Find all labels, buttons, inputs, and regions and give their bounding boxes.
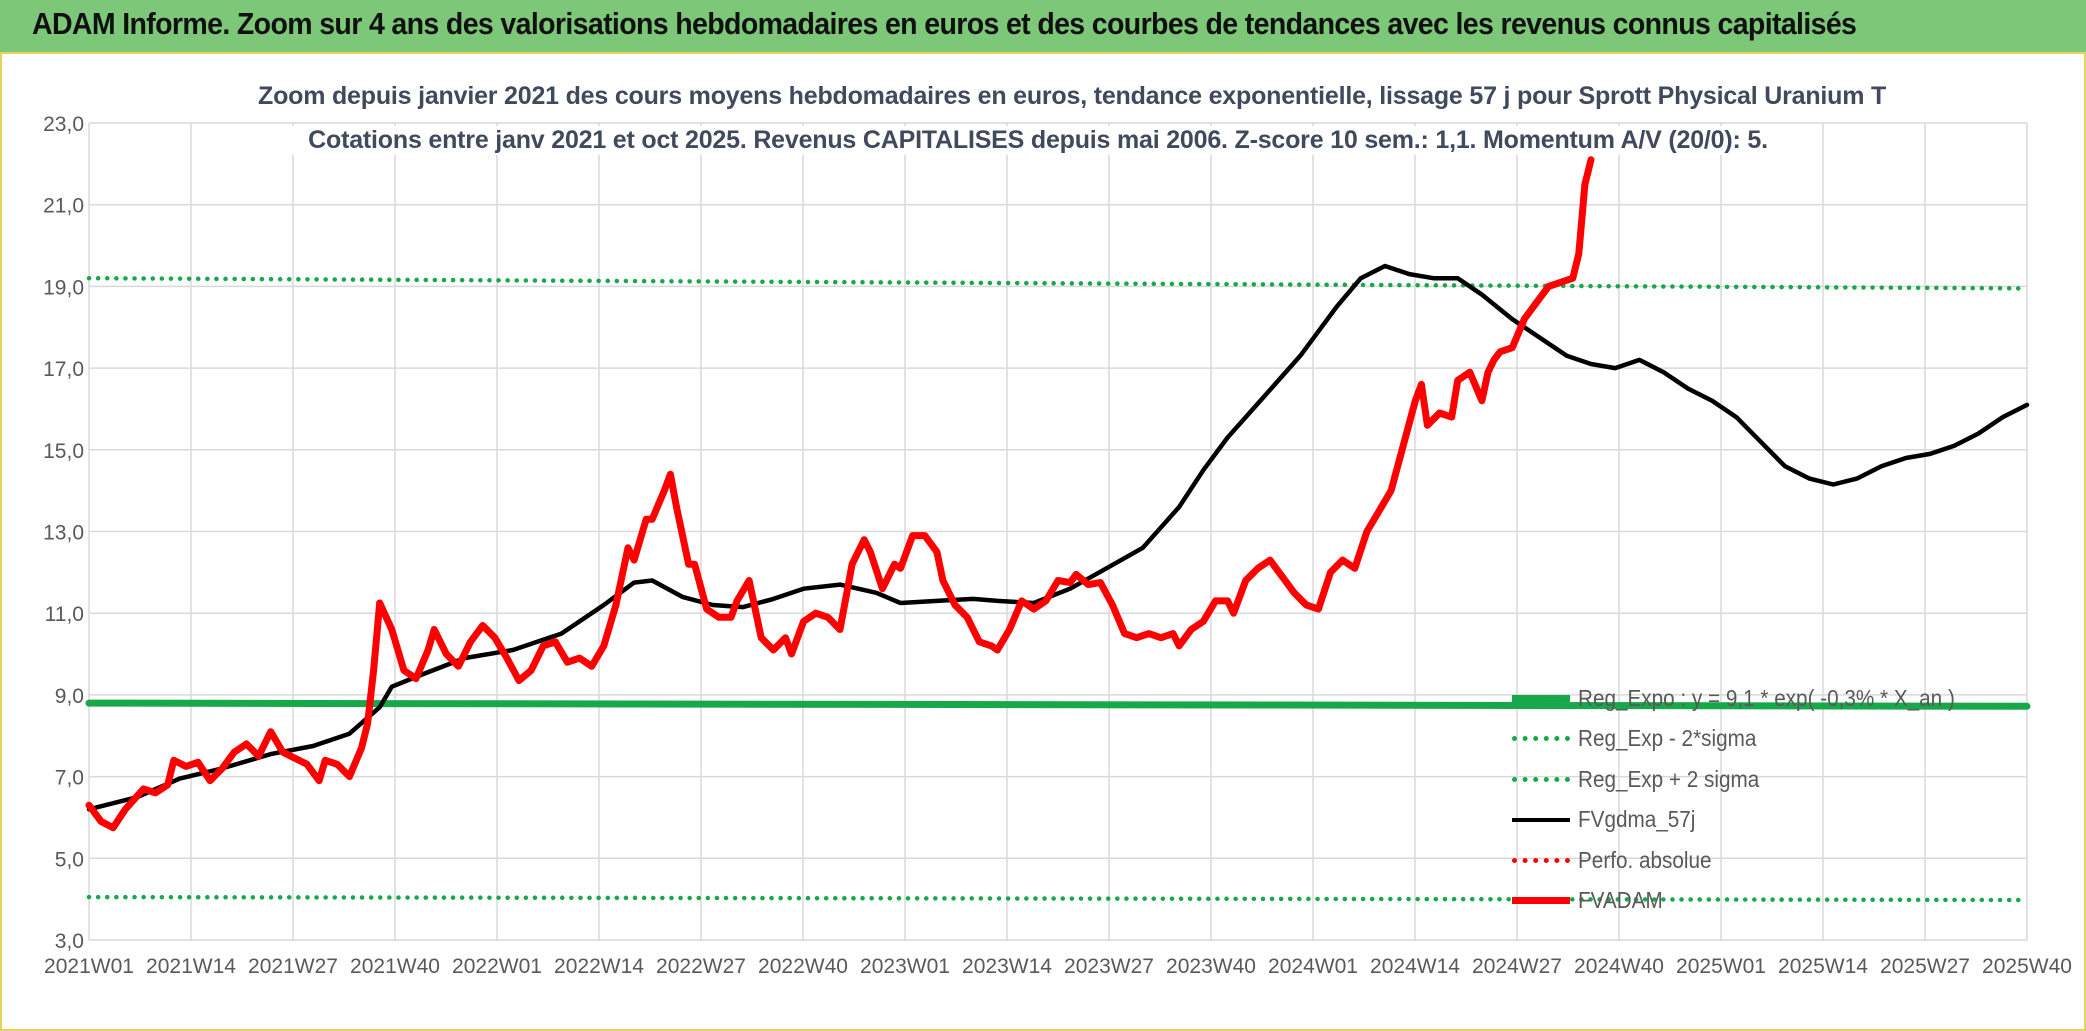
series-fvgdma-57j: [86, 263, 2030, 812]
y-tick-label: 19,0: [43, 276, 84, 299]
legend-swatch: [1512, 736, 1570, 742]
line-chart: 3,0 5,0 7,0 9,0 11,0 13,0 15,0 17,0 19,0 21,0 23,0…: [43, 113, 2072, 978]
axis-labels: 3,0 5,0 7,0 9,0 11,0 13,0 15,0 17,0 19,0 21,0 23,0…: [43, 113, 2072, 978]
x-tick-label: 2025W40: [1982, 955, 2072, 978]
legend-label: Perfo. absolue: [1578, 846, 1712, 873]
legend-label: Reg_Exp + 2 sigma: [1578, 765, 1760, 792]
y-tick-label: 13,0: [43, 522, 84, 545]
legend-swatch: [1512, 776, 1570, 782]
x-tick-label: 2022W14: [554, 955, 644, 978]
series-reg-expo-y-9-1-exp-0-3-x-an: [85, 699, 2031, 710]
grid: [88, 122, 2028, 941]
legend-swatch: [1512, 857, 1570, 863]
legend-item: Perfo. absolue: [1512, 840, 2012, 881]
legend-label: FVgdma_57j: [1578, 806, 1696, 833]
x-tick-label: 2024W40: [1574, 955, 1664, 978]
x-tick-label: 2022W40: [758, 955, 848, 978]
x-tick-label: 2023W01: [860, 955, 950, 978]
y-tick-label: 9,0: [55, 685, 84, 708]
x-tick-label: 2022W01: [452, 955, 542, 978]
legend-item: Reg_Expo : y = 9,1 * exp( -0,3% * X_an ): [1512, 678, 2012, 719]
x-tick-label: 2024W27: [1472, 955, 1562, 978]
chart-title-line-2: Cotations entre janv 2021 et oct 2025. R…: [258, 126, 1818, 155]
chart-legend: Reg_Expo : y = 9,1 * exp( -0,3% * X_an )…: [1512, 678, 2012, 921]
legend-label: Reg_Exp - 2*sigma: [1578, 725, 1757, 752]
x-tick-label: 2024W01: [1268, 955, 1358, 978]
y-tick-label: 5,0: [55, 848, 84, 871]
legend-label: FVADAM: [1578, 887, 1663, 914]
x-tick-label: 2021W27: [248, 955, 338, 978]
x-tick-label: 2025W01: [1676, 955, 1766, 978]
legend-item: Reg_Exp + 2 sigma: [1512, 759, 2012, 800]
y-tick-label: 15,0: [43, 440, 84, 463]
x-tick-label: 2023W14: [962, 955, 1052, 978]
legend-swatch: [1512, 897, 1570, 905]
y-tick-label: 17,0: [43, 358, 84, 381]
x-tick-label: 2021W14: [146, 955, 236, 978]
x-tick-label: 2022W27: [656, 955, 746, 978]
y-tick-label: 7,0: [55, 767, 84, 790]
y-tick-label: 3,0: [55, 930, 84, 953]
banner-title: ADAM Informe. Zoom sur 4 ans des valoris…: [32, 6, 1857, 41]
chart-title-line-1: Zoom depuis janvier 2021 des cours moyen…: [258, 82, 1887, 111]
legend-item: Reg_Exp - 2*sigma: [1512, 719, 2012, 760]
x-tick-label: 2025W14: [1778, 955, 1868, 978]
x-tick-label: 2024W14: [1370, 955, 1460, 978]
series-fvadam: [85, 156, 1595, 832]
y-tick-label: 23,0: [43, 113, 84, 136]
legend-item: FVgdma_57j: [1512, 800, 2012, 841]
series-layer: [85, 156, 2031, 903]
x-tick-label: 2021W40: [350, 955, 440, 978]
y-tick-label: 21,0: [43, 195, 84, 218]
legend-swatch: [1512, 817, 1570, 822]
x-tick-label: 2025W27: [1880, 955, 1970, 978]
legend-label: Reg_Expo : y = 9,1 * exp( -0,3% * X_an ): [1578, 684, 1955, 711]
x-tick-label: 2023W27: [1064, 955, 1154, 978]
x-tick-label: 2021W01: [44, 955, 134, 978]
header-banner: ADAM Informe. Zoom sur 4 ans des valoris…: [0, 0, 2086, 54]
legend-swatch: [1512, 694, 1570, 702]
y-tick-label: 11,0: [45, 603, 84, 626]
legend-item: FVADAM: [1512, 881, 2012, 922]
x-tick-label: 2023W40: [1166, 955, 1256, 978]
